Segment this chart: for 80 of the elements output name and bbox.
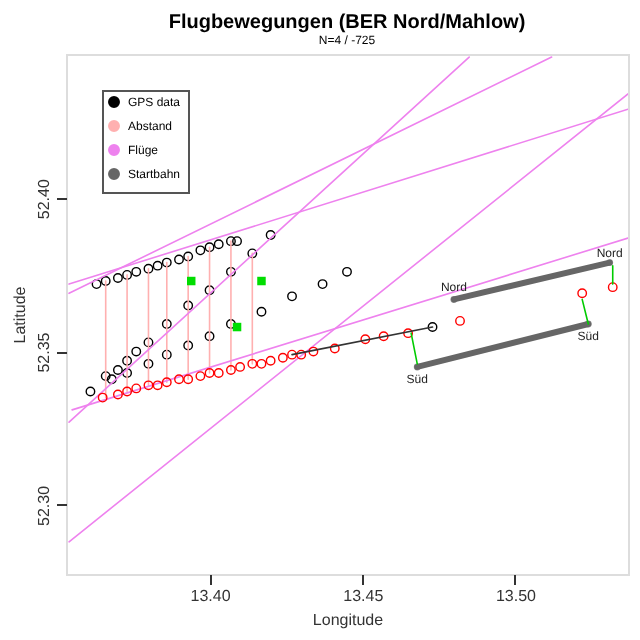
point [152, 380, 163, 391]
point [143, 380, 154, 391]
point [450, 295, 458, 303]
point [225, 319, 236, 329]
point [247, 248, 258, 259]
y-tick-label: 52.35 [35, 331, 53, 373]
point [183, 374, 194, 385]
point [317, 279, 328, 290]
point [342, 266, 352, 277]
point [225, 365, 236, 375]
point [122, 355, 133, 366]
point [112, 389, 123, 400]
point [183, 251, 194, 262]
point [143, 358, 154, 369]
x-tick-label: 13.50 [495, 587, 538, 605]
y-tick-label: 52.30 [35, 484, 53, 526]
point [122, 269, 133, 280]
x-tick-label: 13.40 [190, 587, 232, 605]
point [296, 349, 307, 360]
point [455, 315, 465, 326]
chart-title: Flugbewegungen (BER Nord/Mahlow) [168, 12, 526, 34]
point [403, 328, 414, 339]
point [287, 349, 297, 360]
point [122, 368, 133, 378]
point [213, 239, 224, 250]
point [161, 257, 172, 268]
point [577, 288, 588, 299]
point [97, 392, 108, 403]
point [204, 242, 215, 253]
point [360, 334, 371, 345]
point [232, 236, 242, 247]
point [265, 355, 276, 366]
point [183, 340, 194, 351]
point [427, 322, 438, 332]
point [606, 259, 614, 267]
point [161, 377, 172, 388]
point [256, 358, 267, 369]
point [131, 346, 142, 357]
point [152, 260, 163, 271]
point [256, 306, 267, 317]
point [277, 352, 288, 363]
y-axis-title: Latitude [11, 285, 29, 344]
point [183, 300, 194, 311]
point [204, 331, 215, 342]
point [204, 285, 215, 296]
point [85, 386, 96, 397]
point [106, 374, 117, 385]
point [378, 331, 389, 342]
point [257, 276, 266, 286]
point [204, 368, 215, 378]
point [131, 383, 142, 394]
point [91, 279, 102, 290]
point [235, 361, 246, 372]
point [195, 371, 206, 382]
x-tick-label: 13.45 [343, 587, 385, 605]
point [225, 236, 236, 247]
point [122, 386, 133, 397]
point [100, 371, 111, 382]
point [174, 254, 184, 265]
point [143, 263, 154, 274]
point [131, 266, 142, 277]
point [100, 276, 111, 286]
point [413, 363, 421, 371]
x-axis-title: Longitude [312, 611, 385, 629]
point [161, 349, 172, 360]
point [112, 273, 123, 283]
point [195, 245, 206, 256]
point [213, 368, 224, 378]
point [161, 319, 172, 329]
point [143, 337, 154, 348]
point [112, 365, 123, 375]
point [308, 346, 319, 357]
point [247, 358, 258, 369]
point [287, 291, 297, 302]
point [174, 374, 184, 385]
point [329, 343, 340, 354]
point [607, 282, 618, 293]
point [225, 266, 236, 277]
y-tick-label: 52.40 [35, 178, 53, 220]
point [265, 230, 276, 240]
